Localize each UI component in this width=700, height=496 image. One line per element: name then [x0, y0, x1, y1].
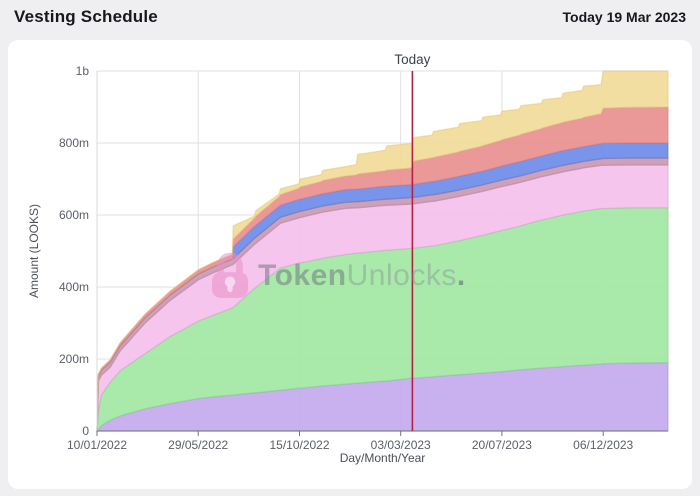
x-axis-tick-label: 10/01/2022: [67, 438, 127, 452]
y-axis-tick-label: 600m: [59, 208, 89, 222]
y-axis-tick-label: 200m: [59, 352, 89, 366]
y-axis-tick-label: 400m: [59, 280, 89, 294]
x-axis-tick-label: 15/10/2022: [269, 438, 329, 452]
area-yellow: [96, 70, 669, 432]
x-axis-tick-label: 20/07/2023: [472, 438, 532, 452]
x-axis-tick-label: 03/03/2023: [371, 438, 431, 452]
x-axis-tick-label: 29/05/2022: [168, 438, 228, 452]
x-axis-tick-label: 06/12/2023: [573, 438, 633, 452]
y-axis-title: Amount (LOOKS): [27, 204, 41, 298]
page-title: Vesting Schedule: [14, 7, 158, 26]
y-axis-tick-label: 0: [82, 424, 89, 438]
x-axis-title: Day/Month/Year: [340, 451, 426, 465]
y-axis-tick-label: 1b: [76, 64, 90, 78]
today-label: Today: [394, 52, 430, 67]
y-axis-tick-label: 800m: [59, 136, 89, 150]
header: Vesting Schedule Today 19 Mar 2023: [0, 0, 700, 34]
today-date-label: Today 19 Mar 2023: [562, 9, 686, 25]
